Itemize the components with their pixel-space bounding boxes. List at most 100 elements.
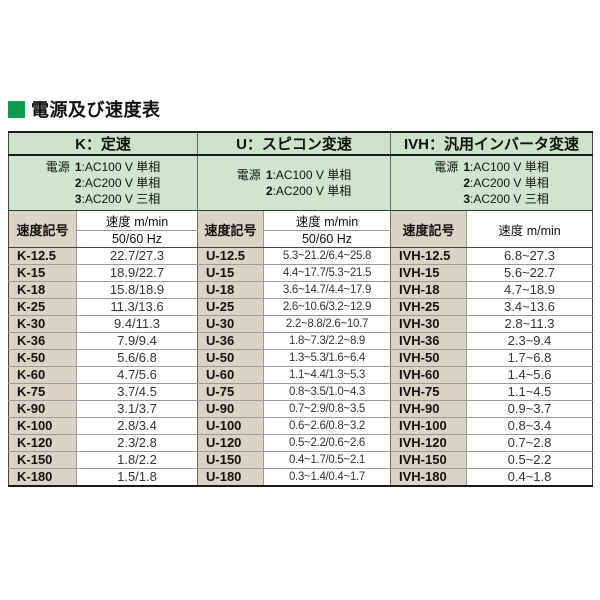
speed-value-cell: 1.8/2.2 bbox=[76, 451, 198, 469]
speed-value-cell: 1.3~5.3/1.6~6.4 bbox=[263, 349, 391, 367]
speed-value-cell: 0.9~3.7 bbox=[466, 400, 593, 418]
speed-value-cell: 2.8~11.3 bbox=[466, 315, 593, 333]
speed-value-cell: 4.4~17.7/5.3~21.5 bbox=[263, 264, 391, 282]
speed-value-cell: 3.6~14.7/4.4~17.9 bbox=[263, 281, 391, 299]
speed-code-cell: U-15 bbox=[197, 264, 264, 282]
speed-value-cell: 0.3~1.4/0.4~1.7 bbox=[263, 468, 391, 486]
table-row: K-150 1.8/2.2 U-150 0.4~1.7/0.5~2.1 IVH-150 0… bbox=[8, 451, 593, 469]
table-row: K-18 15.8/18.9 U-18 3.6~14.7/4.4~17.9 IVH-18… bbox=[8, 281, 593, 299]
speed-code-cell: IVH-60 bbox=[390, 366, 467, 384]
speed-code-cell: K-36 bbox=[8, 332, 77, 350]
speed-code-cell: K-12.5 bbox=[8, 247, 77, 265]
speed-code-cell: IVH-30 bbox=[390, 315, 467, 333]
table-row: K-36 7.9/9.4 U-36 1.8~7.3/2.2~8.9 IVH-36 2.3~… bbox=[8, 332, 593, 350]
speed-value-cell: 0.8~3.5/1.0~4.3 bbox=[263, 383, 391, 401]
speed-value-cell: 0.8~3.4 bbox=[466, 417, 593, 435]
frequency-header-row: 50/60 Hz 50/60 Hz bbox=[9, 230, 593, 248]
speed-code-cell: K-100 bbox=[8, 417, 77, 435]
speed-column-header-K: 速度 m/min bbox=[76, 210, 198, 231]
speed-value-cell: 4.7/5.6 bbox=[76, 366, 198, 384]
power-supply-K: 電源 1:AC100 V 単相 2:AC200 V 単相 3:AC200 V 三相 bbox=[8, 155, 198, 211]
speed-value-cell: 5.6/6.8 bbox=[76, 349, 198, 367]
speed-code-cell: K-25 bbox=[8, 298, 77, 316]
table-row: K-15 18.9/22.7 U-15 4.4~17.7/5.3~21.5 IVH-15… bbox=[8, 264, 593, 282]
speed-code-cell: K-18 bbox=[8, 281, 77, 299]
power-supply-row: 電源 1:AC100 V 単相 2:AC200 V 単相 3:AC200 V 三相 電… bbox=[8, 155, 593, 211]
speed-value-cell: 1.1~4.5 bbox=[466, 383, 593, 401]
speed-code-cell: IVH-100 bbox=[390, 417, 467, 435]
speed-code-cell: K-50 bbox=[8, 349, 77, 367]
speed-code-cell: IVH-180 bbox=[390, 468, 467, 486]
speed-value-cell: 15.8/18.9 bbox=[76, 281, 198, 299]
speed-value-cell: 3.7/4.5 bbox=[76, 383, 198, 401]
code-column-header-K: 速度記号 bbox=[8, 210, 77, 248]
table-row: K-120 2.3/2.8 U-120 0.5~2.2/0.6~2.6 IVH-120 0… bbox=[8, 434, 593, 452]
speed-code-cell: K-60 bbox=[8, 366, 77, 384]
speed-code-cell: U-100 bbox=[197, 417, 264, 435]
speed-code-cell: U-60 bbox=[197, 366, 264, 384]
speed-code-cell: IVH-150 bbox=[390, 451, 467, 469]
frequency-header-U: 50/60 Hz bbox=[263, 230, 391, 248]
table-row: K-25 11.3/13.6 U-25 2.6~10.6/3.2~12.9 IVH-25… bbox=[8, 298, 593, 316]
speed-code-cell: IVH-18 bbox=[390, 281, 467, 299]
power-prefix-label: 電源 bbox=[45, 160, 70, 174]
speed-value-cell: 0.4~1.7/0.5~2.1 bbox=[263, 451, 391, 469]
speed-code-cell: U-180 bbox=[197, 468, 264, 486]
speed-code-cell: K-150 bbox=[8, 451, 77, 469]
table-row: K-50 5.6/6.8 U-50 1.3~5.3/1.6~6.4 IVH-50 1.7~… bbox=[8, 349, 593, 367]
speed-value-cell: 2.3~9.4 bbox=[466, 332, 593, 350]
section-header-K: K：定速 bbox=[8, 132, 198, 156]
speed-value-cell: 2.2~8.8/2.6~10.7 bbox=[263, 315, 391, 333]
power-prefix-label: 電源 bbox=[434, 160, 459, 174]
table-row: K-90 3.1/3.7 U-90 0.7~2.9/0.8~3.5 IVH-90 0.9~… bbox=[8, 400, 593, 418]
power-line: 3:AC200 V 三相 bbox=[74, 192, 161, 206]
speed-value-cell: 2.8/3.4 bbox=[76, 417, 198, 435]
speed-code-cell: U-120 bbox=[197, 434, 264, 452]
speed-code-cell: K-120 bbox=[8, 434, 77, 452]
table-row: K-100 2.8/3.4 U-100 0.6~2.6/0.8~3.2 IVH-100 0… bbox=[8, 417, 593, 435]
power-line: 1:AC100 V 単相 bbox=[74, 160, 161, 174]
power-line: 2:AC200 V 単相 bbox=[463, 176, 549, 190]
speed-value-cell: 1.5/1.8 bbox=[76, 468, 198, 486]
speed-value-cell: 1.4~5.6 bbox=[466, 366, 593, 384]
speed-code-cell: IVH-12.5 bbox=[390, 247, 467, 265]
speed-value-cell: 2.6~10.6/3.2~12.9 bbox=[263, 298, 391, 316]
section-header-IVH: IVH：汎用インバータ変速 bbox=[390, 132, 593, 156]
speed-value-cell: 3.1/3.7 bbox=[76, 400, 198, 418]
speed-value-cell: 22.7/27.3 bbox=[76, 247, 198, 265]
power-supply-U: 電源 1:AC100 V 単相 2:AC200 V 単相 bbox=[197, 155, 391, 211]
table-row: K-30 9.4/11.3 U-30 2.2~8.8/2.6~10.7 IVH-30 2.… bbox=[8, 315, 593, 333]
speed-value-cell: 18.9/22.7 bbox=[76, 264, 198, 282]
speed-value-cell: 5.3~21.2/6.4~25.8 bbox=[263, 247, 391, 265]
speed-code-cell: U-150 bbox=[197, 451, 264, 469]
power-line: 3:AC200 V 三相 bbox=[463, 192, 549, 206]
speed-value-cell: 0.5~2.2/0.6~2.6 bbox=[263, 434, 391, 452]
speed-value-cell: 0.6~2.6/0.8~3.2 bbox=[263, 417, 391, 435]
speed-value-cell: 11.3/13.6 bbox=[76, 298, 198, 316]
speed-value-cell: 6.8~27.3 bbox=[466, 247, 593, 265]
power-line: 2:AC200 V 単相 bbox=[74, 176, 161, 190]
frequency-header-K: 50/60 Hz bbox=[76, 230, 198, 248]
speed-code-cell: IVH-50 bbox=[390, 349, 467, 367]
power-line: 1:AC100 V 単相 bbox=[463, 160, 549, 174]
speed-code-cell: IVH-25 bbox=[390, 298, 467, 316]
speed-value-cell: 0.7~2.9/0.8~3.5 bbox=[263, 400, 391, 418]
code-column-header-U: 速度記号 bbox=[197, 210, 264, 248]
column-header-row: 速度記号 速度 m/min 速度記号 速度 m/min 速度記号 速度 m/mi… bbox=[8, 210, 593, 248]
power-speed-table: K：定速 U：スピコン変速 IVH：汎用インバータ変速 電源 1:AC100 V … bbox=[8, 131, 594, 487]
speed-code-cell: K-15 bbox=[8, 264, 77, 282]
speed-value-cell: 9.4/11.3 bbox=[76, 315, 198, 333]
speed-code-cell: IVH-75 bbox=[390, 383, 467, 401]
title-bullet-square-icon bbox=[8, 100, 25, 118]
speed-column-header-IVH: 速度 m/min bbox=[466, 210, 593, 248]
speed-value-cell: 0.7~2.8 bbox=[466, 434, 593, 452]
speed-code-cell: K-30 bbox=[8, 315, 77, 333]
speed-code-cell: U-50 bbox=[197, 349, 264, 367]
speed-code-cell: K-180 bbox=[8, 468, 77, 486]
power-line: 2:AC200 V 単相 bbox=[265, 184, 352, 198]
page-title-text: 電源及び速度表 bbox=[31, 100, 161, 120]
speed-code-cell: IVH-90 bbox=[390, 400, 467, 418]
section-header-row: K：定速 U：スピコン変速 IVH：汎用インバータ変速 bbox=[8, 132, 593, 156]
table-row: K-12.5 22.7/27.3 U-12.5 5.3~21.2/6.4~25.8 IV… bbox=[8, 247, 593, 265]
page-title: 電源及び速度表 bbox=[8, 96, 592, 122]
